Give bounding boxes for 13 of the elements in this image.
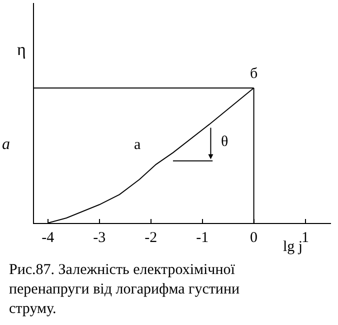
annotation: θ — [221, 134, 228, 150]
x-tick-label: -2 — [144, 230, 158, 246]
x-axis-title: lg j — [283, 239, 303, 255]
x-tick-label: -1 — [196, 230, 209, 246]
x-tick-label: 1 — [302, 230, 310, 246]
x-tick-label: -4 — [42, 230, 55, 246]
text: a — [2, 136, 10, 153]
annotation: б — [250, 66, 258, 82]
x-tick-label: -3 — [93, 230, 106, 246]
text: Рис.87. Залежність електрохімічної перенапруги від логарифма густини струму. — [9, 262, 240, 317]
annotation: а — [134, 137, 141, 153]
y-axis-title: η — [17, 40, 26, 59]
x-tick-label: 0 — [250, 230, 258, 246]
